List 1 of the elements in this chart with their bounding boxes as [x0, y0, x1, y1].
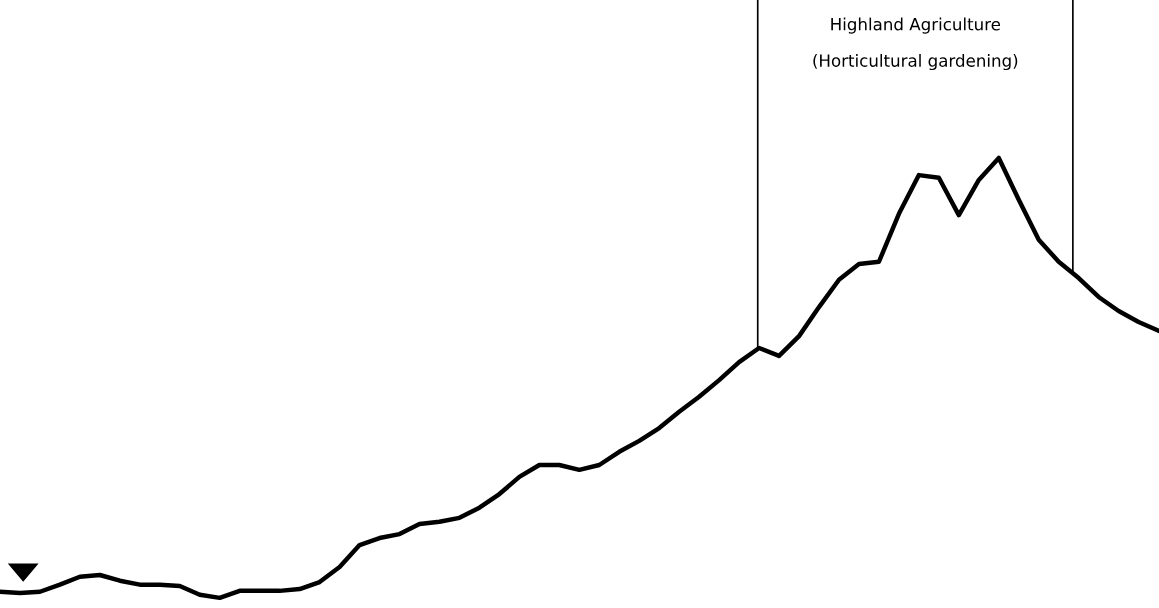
text: Highland Agriculture (Horticultural gardening) [813, 17, 1018, 71]
